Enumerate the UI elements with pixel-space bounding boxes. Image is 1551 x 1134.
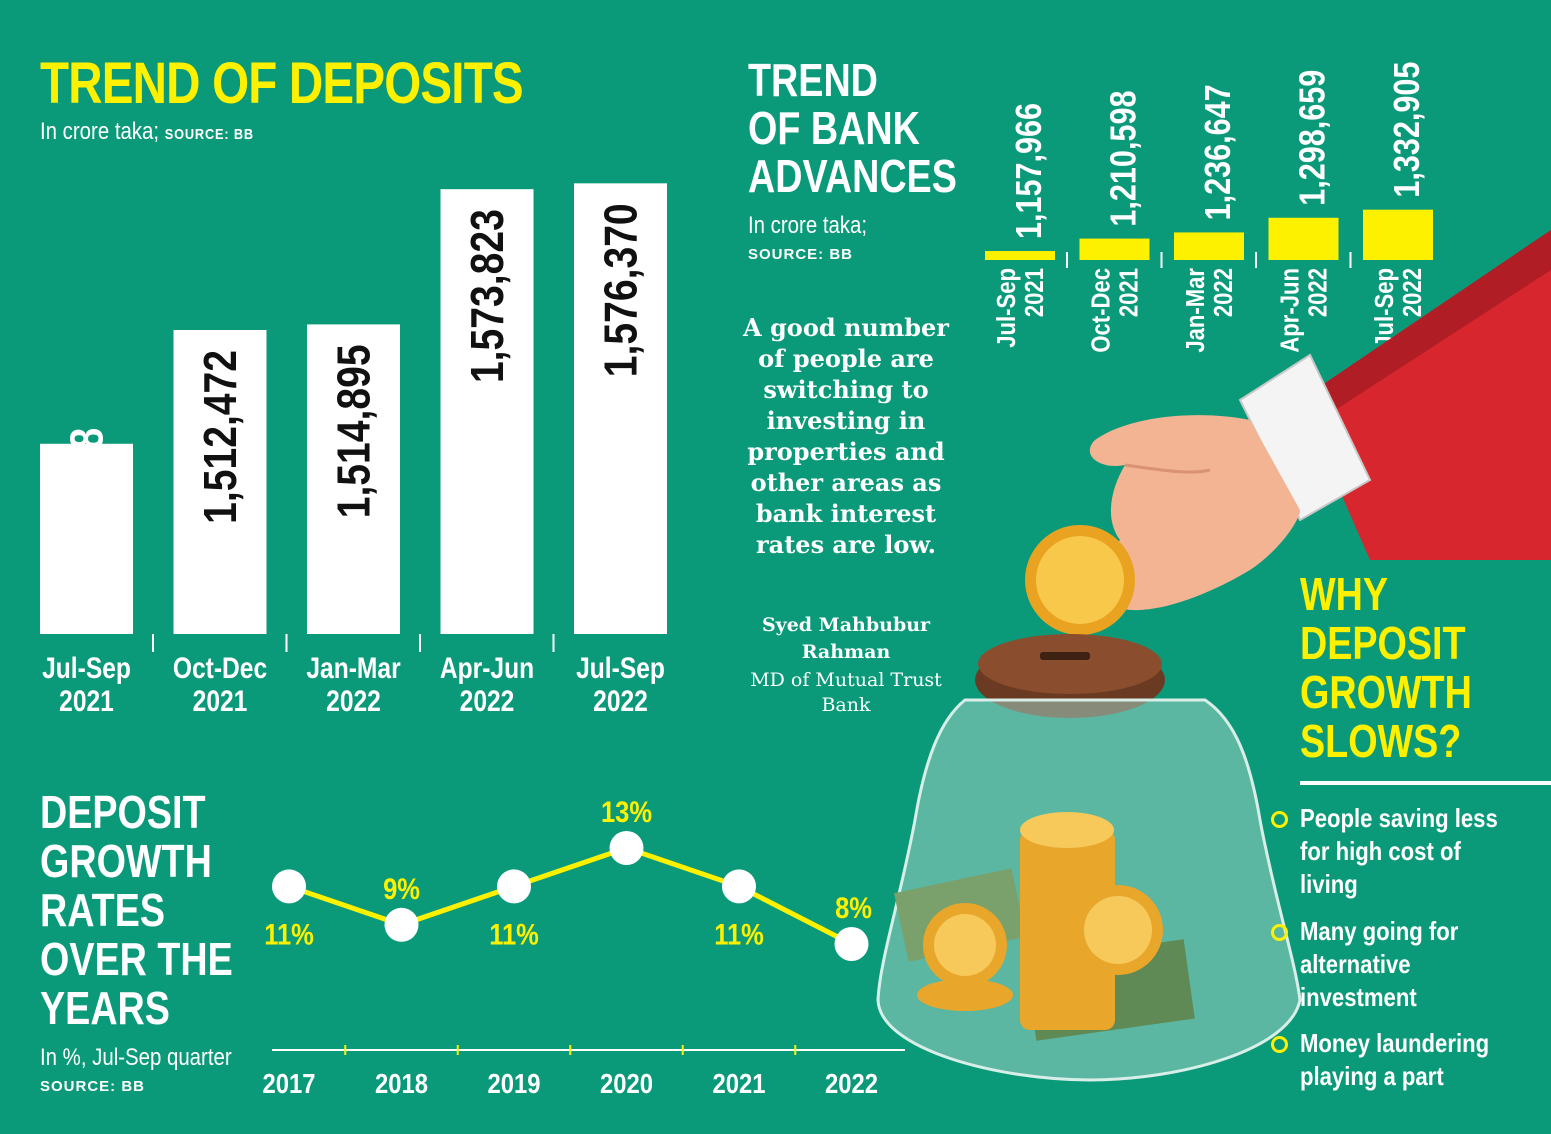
deposits-unit: In crore taka; <box>40 118 160 145</box>
why-title-line: WHY <box>1300 568 1389 620</box>
growth-title-line: YEARS <box>40 982 170 1034</box>
advance-value-label: 1,157,966 <box>1010 103 1050 239</box>
deposit-value-label: 1,512,472 <box>195 350 247 524</box>
growth-line <box>288 845 853 947</box>
growth-subtitle: In %, Jul-Sep quarter <box>40 1044 232 1071</box>
advances-title: TREND OF BANK ADVANCES <box>748 56 957 200</box>
growth-point <box>722 869 756 904</box>
advance-value-label: 1,210,598 <box>1104 91 1144 227</box>
growth-title-line: OVER THE <box>40 933 233 985</box>
deposits-source: SOURCE: BB <box>164 126 254 143</box>
growth-point <box>384 907 419 942</box>
deposit-category-label: Apr-Jun <box>440 651 534 685</box>
piggy-jar-illustration <box>876 230 1551 1082</box>
deposit-category-label: Jan-Mar <box>306 651 401 685</box>
advance-category-label: Oct-Dec <box>1087 268 1116 353</box>
advance-value-label: 1,298,659 <box>1293 70 1333 206</box>
deposits-subtitle: In crore taka; SOURCE: BB <box>40 118 254 146</box>
growth-year-label: 2020 <box>600 1067 653 1099</box>
growth-value-label: 8% <box>835 891 872 924</box>
why-title-line: DEPOSIT <box>1300 617 1466 669</box>
deposit-bar <box>40 443 133 634</box>
growth-year-label: 2018 <box>375 1067 428 1099</box>
advance-category-label: Jan-Mar <box>1181 267 1210 352</box>
advances-chart: 1,157,966Jul-Sep20211,210,598Oct-Dec2021… <box>985 62 1433 353</box>
deposit-category-label: 2021 <box>59 684 114 718</box>
growth-point <box>609 831 644 865</box>
growth-value-label: 11% <box>714 917 764 950</box>
growth-value-label: 11% <box>264 917 314 950</box>
quote-name: Syed Mahbubur Rahman <box>761 614 931 663</box>
growth-title-line: DEPOSIT <box>40 786 206 838</box>
growth-value-label: 11% <box>489 917 539 950</box>
growth-value-label: 9% <box>383 872 420 905</box>
growth-point <box>834 927 869 961</box>
advances-title-line: TREND <box>748 54 878 106</box>
hand-icon <box>1089 415 1300 611</box>
quote-text: A good number of people are switching to… <box>743 313 949 559</box>
deposit-value-label: 1,514,895 <box>329 344 381 518</box>
growth-value-label: 13% <box>601 795 652 828</box>
advance-category-label: 2021 <box>1020 268 1049 317</box>
deposit-bar <box>173 329 267 634</box>
growth-source: SOURCE: BB <box>40 1078 146 1095</box>
deposits-chart: 1,462,888Jul-Sep20211,512,472Oct-Dec2021… <box>40 183 667 718</box>
growth-chart: 11% 2017 9% 2018 11% 2019 13% 2020 11% 2021 8% 2022 <box>263 795 905 1099</box>
why-title-line: SLOWS? <box>1300 715 1462 767</box>
growth-point <box>272 869 306 904</box>
advance-bar <box>1079 238 1150 260</box>
advance-category-label: 2021 <box>1115 268 1144 317</box>
advance-value-label: 1,236,647 <box>1199 84 1239 220</box>
growth-title-line: RATES <box>40 884 166 936</box>
growth-year-label: 2021 <box>713 1067 766 1099</box>
growth-year-label: 2017 <box>263 1067 316 1099</box>
growth-title: DEPOSIT GROWTH RATES OVER THE YEARS <box>40 788 233 1033</box>
why-divider <box>1300 781 1551 785</box>
advance-bar <box>1268 217 1339 260</box>
bullet-icon <box>1271 1036 1288 1053</box>
deposit-value-label: 1,573,823 <box>462 209 514 383</box>
why-title: WHY DEPOSIT GROWTH SLOWS? <box>1300 570 1472 766</box>
deposit-value-label: 1,462,888 <box>62 428 114 602</box>
deposit-category-label: 2021 <box>193 684 248 718</box>
why-title-line: GROWTH <box>1300 666 1472 718</box>
advance-bar <box>985 251 1055 260</box>
advances-title-line: ADVANCES <box>748 150 957 202</box>
deposit-bar <box>574 183 667 634</box>
bullet-icon <box>1271 924 1288 941</box>
advance-category-label: 2022 <box>1304 268 1333 317</box>
why-item: Many going for alternative investment <box>1300 916 1459 1012</box>
deposit-value-label: 1,576,370 <box>596 203 648 377</box>
why-item: Money laundering playing a part <box>1300 1028 1490 1091</box>
deposit-bar <box>307 324 400 634</box>
advance-bar <box>1174 232 1244 260</box>
deposit-category-label: Jul-Sep <box>576 651 665 685</box>
deposits-title: TREND OF DEPOSITS <box>40 51 524 116</box>
why-item: People saving less for high cost of livi… <box>1300 803 1498 899</box>
bullet-icon <box>1271 811 1288 828</box>
deposit-category-label: Oct-Dec <box>173 651 267 685</box>
advance-category-label: 2022 <box>1398 268 1427 317</box>
advance-bar <box>1363 209 1433 260</box>
advance-category-label: 2022 <box>1209 268 1238 317</box>
deposit-bar <box>440 189 534 634</box>
deposit-category-label: 2022 <box>593 684 648 718</box>
deposit-category-label: 2022 <box>460 684 515 718</box>
advance-category-label: Jul-Sep <box>992 268 1021 348</box>
growth-year-label: 2022 <box>825 1067 878 1099</box>
deposit-category-label: 2022 <box>326 684 381 718</box>
deposit-category-label: Jul-Sep <box>42 651 131 685</box>
advance-value-label: 1,332,905 <box>1388 62 1428 198</box>
advances-title-line: OF BANK <box>748 102 920 154</box>
quote-role: MD of Mutual Trust Bank <box>750 669 942 716</box>
growth-title-line: GROWTH <box>40 835 212 887</box>
coin-stack-icon <box>1020 830 1115 1030</box>
advance-category-label: Apr-Jun <box>1276 268 1305 353</box>
advance-category-label: Jul-Sep <box>1370 268 1399 348</box>
advances-subtitle: In crore taka; <box>748 212 868 239</box>
growth-year-label: 2019 <box>488 1067 541 1099</box>
advances-source: SOURCE: BB <box>748 246 854 263</box>
growth-point <box>497 869 531 904</box>
